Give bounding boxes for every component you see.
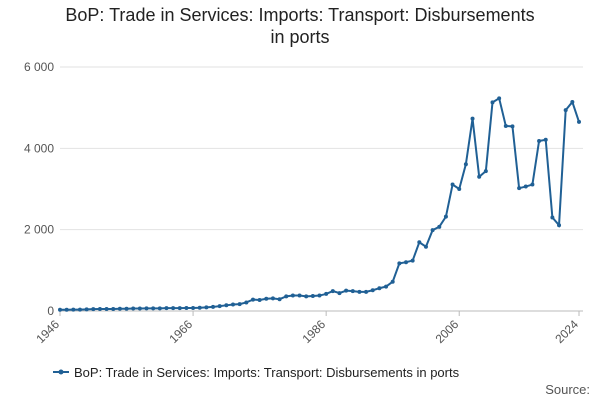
data-point	[104, 306, 109, 311]
data-point	[477, 174, 482, 179]
data-point	[410, 258, 415, 263]
data-point	[77, 307, 82, 312]
data-point	[111, 306, 116, 311]
data-point	[430, 228, 435, 233]
data-point	[350, 289, 355, 294]
data-point	[443, 214, 448, 219]
data-point	[91, 307, 96, 312]
legend-label: BoP: Trade in Services: Imports: Transpo…	[74, 365, 460, 380]
data-point	[317, 293, 322, 298]
data-point	[184, 305, 189, 310]
data-point	[344, 288, 349, 293]
data-point	[304, 294, 309, 299]
data-point	[470, 116, 475, 121]
legend-marker	[58, 369, 64, 375]
data-point	[377, 286, 382, 291]
data-point	[297, 293, 302, 298]
data-point	[497, 96, 502, 101]
x-tick-label: 1966	[166, 317, 195, 346]
data-point	[224, 303, 229, 308]
y-tick-label: 4 000	[24, 141, 54, 155]
data-point	[503, 123, 508, 128]
data-point	[450, 182, 455, 187]
data-point	[211, 304, 216, 309]
data-point	[324, 291, 329, 296]
data-point	[423, 244, 428, 249]
data-point	[217, 304, 222, 309]
data-point	[530, 182, 535, 187]
y-tick-label: 0	[47, 304, 54, 318]
data-point	[244, 300, 249, 305]
data-point	[457, 187, 462, 191]
data-point	[357, 289, 362, 294]
data-point	[550, 215, 555, 220]
data-point	[157, 306, 162, 311]
data-point	[197, 305, 202, 310]
data-point	[537, 139, 542, 144]
data-point	[204, 305, 209, 310]
data-point	[310, 293, 315, 298]
data-point	[483, 169, 488, 174]
source: Source:	[545, 382, 590, 397]
data-point	[364, 289, 369, 294]
data-point	[517, 186, 522, 191]
data-point	[290, 293, 295, 298]
data-point	[437, 224, 442, 229]
data-point	[171, 306, 176, 311]
data-point	[490, 100, 495, 105]
data-point	[330, 289, 335, 294]
data-point	[131, 306, 136, 311]
x-tick-label: 1986	[299, 317, 328, 346]
data-point	[270, 296, 275, 301]
data-point	[177, 306, 182, 311]
data-point	[191, 305, 196, 310]
data-point	[97, 306, 102, 311]
data-point	[543, 137, 548, 142]
data-point	[58, 307, 62, 312]
data-point	[64, 307, 69, 312]
y-tick-label: 2 000	[24, 223, 54, 237]
data-point	[264, 296, 269, 301]
chart-title: BoP: Trade in Services: Imports: Transpo…	[65, 5, 535, 47]
data-point	[570, 99, 575, 104]
data-point	[397, 261, 402, 266]
data-point	[237, 302, 242, 307]
title-box: BoP: Trade in Services: Imports: Transpo…	[65, 5, 535, 47]
data-point	[370, 288, 375, 293]
data-point	[337, 291, 342, 296]
data-point	[164, 306, 169, 311]
x-tick-label: 2024	[552, 317, 581, 346]
data-point	[250, 297, 255, 302]
data-point	[390, 279, 395, 284]
data-point	[523, 184, 528, 189]
data-point	[277, 297, 282, 302]
data-point	[563, 108, 568, 113]
data-point	[117, 306, 122, 311]
data-point	[284, 294, 289, 299]
data-point	[124, 306, 129, 311]
data-point	[257, 298, 262, 303]
series-line	[60, 96, 580, 311]
data-point	[384, 284, 389, 289]
x-tick-label: 1946	[33, 317, 62, 346]
data-point	[417, 240, 422, 245]
data-point	[144, 306, 149, 311]
data-point	[84, 307, 89, 312]
data-point	[71, 307, 76, 312]
data-point	[510, 124, 515, 129]
data-point	[404, 260, 408, 265]
x-tick-label: 2006	[433, 317, 462, 346]
data-point	[463, 162, 468, 167]
data-point	[151, 306, 156, 311]
y-tick-label: 6 000	[24, 60, 54, 74]
data-point	[137, 306, 142, 311]
data-point	[557, 223, 562, 228]
data-point	[231, 302, 235, 307]
data-point	[577, 119, 581, 124]
